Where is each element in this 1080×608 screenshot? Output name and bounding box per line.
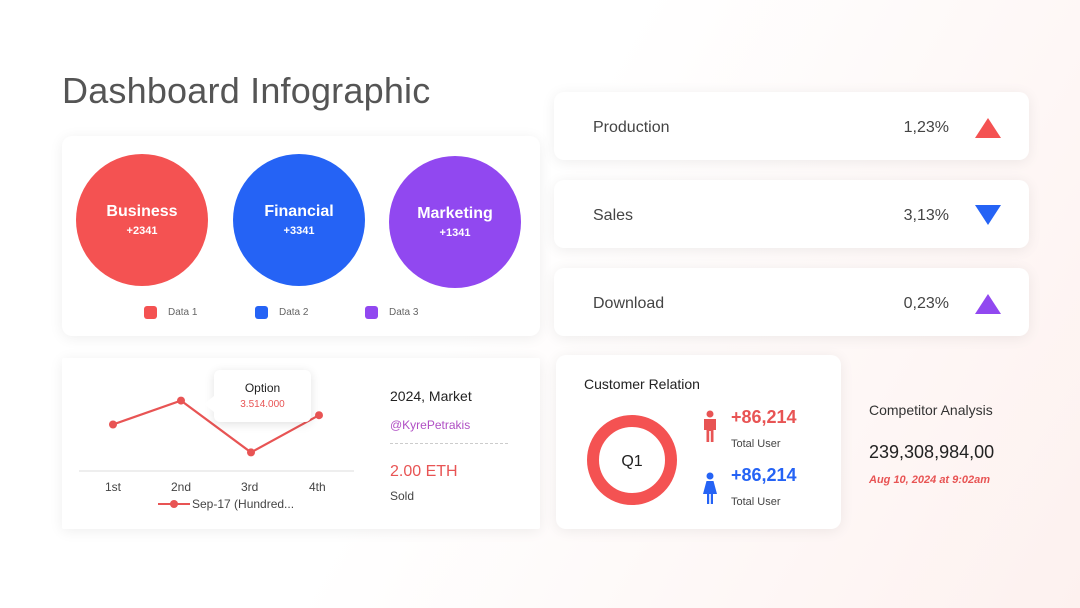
circle-label: Business (106, 203, 178, 220)
market-title: 2024, Market (390, 388, 472, 404)
donut-label: Q1 (621, 453, 642, 470)
triangle-down-icon (975, 205, 1001, 225)
competitor-title: Competitor Analysis (869, 402, 993, 418)
page-title: Dashboard Infographic (62, 70, 431, 111)
stat-value: 0,23% (903, 295, 949, 312)
legend-item-data1: Data 1 (144, 306, 197, 319)
female-user-label: Total User (731, 496, 781, 508)
category-card: Business +2341 Financial +3341 Marketing… (62, 136, 540, 336)
x-tick-label: 1st (105, 480, 122, 494)
legend-item-data2: Data 2 (255, 306, 308, 319)
donut-track (587, 415, 677, 505)
donut-chart: Q1 (587, 415, 677, 505)
female-user-icon (703, 472, 717, 504)
tooltip-title: Option (244, 381, 281, 395)
male-user-label: Total User (731, 438, 781, 450)
x-tick-label: 4th (309, 480, 326, 494)
competitor-date: Aug 10, 2024 at 9:02am (869, 474, 991, 486)
data-point-2nd[interactable] (177, 396, 185, 405)
line-chart (79, 396, 354, 472)
legend-swatch (144, 306, 157, 319)
x-tick-label: 2nd (171, 480, 192, 494)
data-point-4th[interactable] (315, 411, 323, 420)
market-sold-label: Sold (390, 489, 415, 503)
triangle-up-icon (975, 118, 1001, 138)
series-legend-label: Sep-17 (Hundred... (192, 497, 295, 511)
data-point-1st[interactable] (109, 420, 117, 429)
stat-value: 3,13% (903, 207, 949, 224)
female-user-value: +86,214 (731, 465, 797, 485)
triangle-up-icon (975, 294, 1001, 314)
stat-label: Production (593, 119, 670, 136)
legend-label: Data 3 (389, 307, 419, 318)
male-user-value: +86,214 (731, 407, 797, 427)
chart-tooltip: Option 3.514.000 (204, 370, 311, 422)
legend-label: Data 2 (279, 307, 309, 318)
competitor-value: 239,308,984,00 (869, 442, 995, 462)
x-tick-label: 3rd (241, 480, 259, 494)
series-legend-marker (158, 500, 190, 508)
customer-relation-card: Customer Relation Q1 +86,214 Total User … (556, 355, 841, 529)
circle-marketing[interactable]: Marketing +1341 (389, 156, 521, 288)
legend-label: Data 1 (168, 307, 198, 318)
circle-value: +3341 (283, 225, 315, 237)
tooltip-value: 3.514.000 (240, 399, 285, 410)
stat-label: Download (593, 295, 665, 312)
market-divider (390, 443, 508, 444)
legend-item-data3: Data 3 (365, 306, 418, 319)
legend-swatch (255, 306, 268, 319)
series-legend: Sep-17 (Hundred... (158, 497, 294, 511)
stat-label: Sales (593, 207, 634, 224)
circle-business[interactable]: Business +2341 (76, 154, 208, 286)
circle-label: Financial (264, 203, 334, 220)
market-handle[interactable]: @KyrePetrakis (390, 418, 471, 432)
circle-value: +1341 (439, 227, 471, 239)
legend-swatch (365, 306, 378, 319)
customer-relation-title: Customer Relation (584, 376, 700, 392)
data-point-3rd[interactable] (247, 448, 255, 457)
stat-row-download[interactable]: Download 0,23% (554, 268, 1029, 336)
chart-card: 1st 2nd 3rd 4th Option 3.514.000 Sep-17 … (62, 358, 540, 529)
stat-row-sales[interactable]: Sales 3,13% (554, 180, 1029, 248)
series-line (112, 399, 320, 454)
market-price: 2.00 ETH (390, 463, 458, 480)
circle-financial[interactable]: Financial +3341 (233, 154, 365, 286)
circle-value: +2341 (126, 225, 158, 237)
stat-value: 1,23% (903, 119, 949, 136)
circle-label: Marketing (417, 205, 493, 222)
stat-row-production[interactable]: Production 1,23% (554, 92, 1029, 160)
male-user-icon (704, 410, 716, 442)
